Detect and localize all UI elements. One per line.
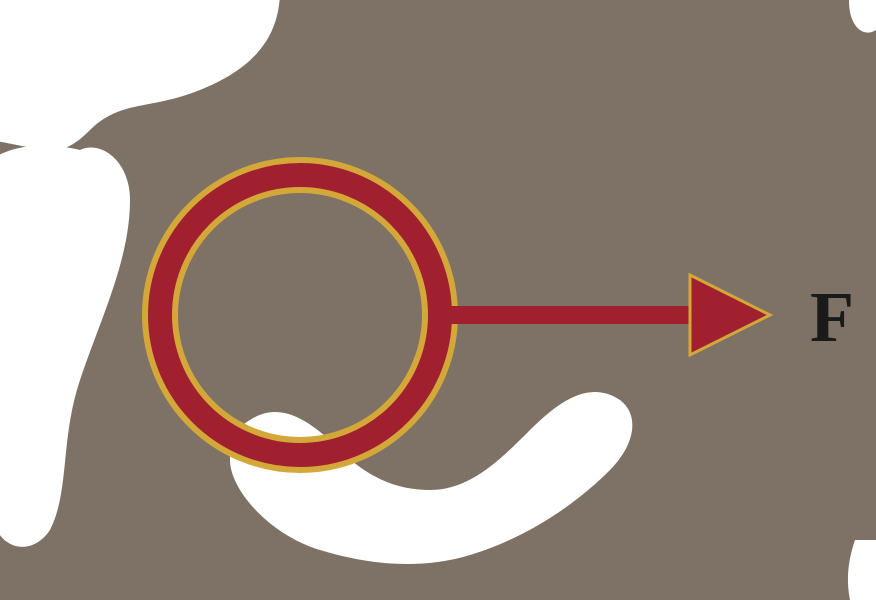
force-label: F	[810, 277, 854, 357]
diagram-svg: F	[0, 0, 876, 600]
physics-diagram: F	[0, 0, 876, 600]
